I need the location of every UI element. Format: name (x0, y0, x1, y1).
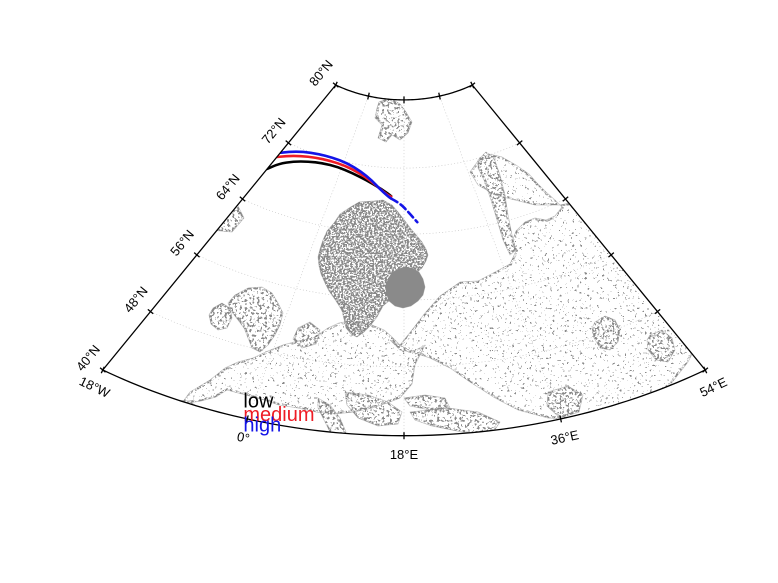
svg-text:high: high (243, 415, 281, 437)
svg-text:18°E: 18°E (390, 447, 419, 462)
